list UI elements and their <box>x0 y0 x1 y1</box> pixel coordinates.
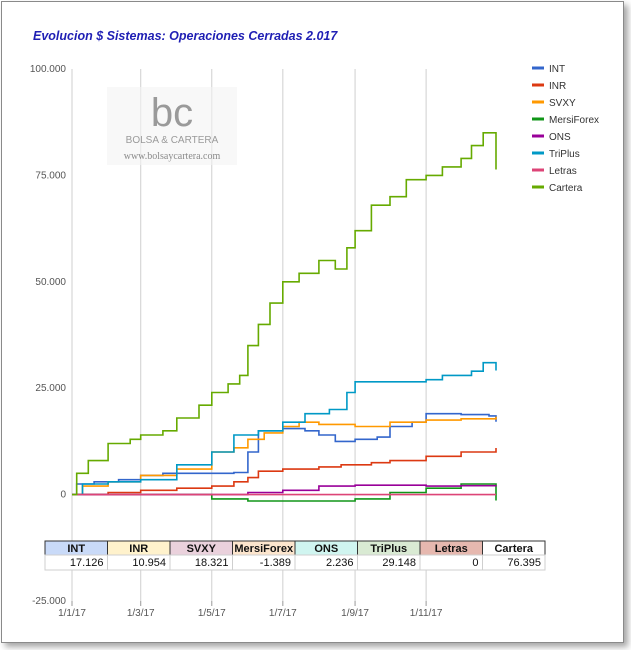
legend-label: ONS <box>549 132 571 143</box>
x-axis-ticks: 1/1/17 1/3/17 1/5/17 1/7/17 1/9/17 1/11/17 <box>58 608 443 619</box>
table-value: 10.954 <box>132 557 166 569</box>
watermark-url: www.bolsaycartera.com <box>124 151 221 162</box>
table-header-label: INR <box>129 543 148 555</box>
table-header-label: ONS <box>314 543 338 555</box>
chart-frame <box>1 1 624 643</box>
chart-title: Evolucion $ Sistemas: Operaciones Cerrad… <box>33 29 338 43</box>
table-value: 0 <box>472 557 478 569</box>
legend-label: SVXY <box>549 98 576 109</box>
x-tick-label: 1/11/17 <box>410 608 443 619</box>
table-header-label: MersiForex <box>234 543 294 555</box>
x-tick-label: 1/9/17 <box>341 608 369 619</box>
y-tick-label: 0 <box>60 490 66 501</box>
y-tick-label: 50.000 <box>35 277 66 288</box>
table-header-label: TriPlus <box>370 543 407 555</box>
legend-label: MersiForex <box>549 115 599 126</box>
x-tick-label: 1/7/17 <box>269 608 297 619</box>
table-value: 76.395 <box>507 557 541 569</box>
table-value-cell <box>482 554 546 571</box>
watermark-logo: bc <box>151 91 193 135</box>
table-value: -1.389 <box>260 557 291 569</box>
table-value: 29.148 <box>382 557 416 569</box>
legend-label: INT <box>549 64 565 75</box>
series-lines <box>72 132 497 502</box>
watermark: bc BOLSA & CARTERA www.bolsaycartera.com <box>107 87 237 165</box>
x-tick-label: 1/5/17 <box>198 608 226 619</box>
x-tick-label: 1/1/17 <box>58 608 86 619</box>
x-tick-label: 1/3/17 <box>127 608 155 619</box>
legend-label: Cartera <box>549 183 583 194</box>
table-header-label: Letras <box>435 543 468 555</box>
legend-label: TriPlus <box>549 149 580 160</box>
series-line-inr <box>72 448 497 496</box>
series-line-cartera <box>72 132 497 496</box>
y-tick-label: 25.000 <box>35 383 66 394</box>
table-value: 18.321 <box>195 557 229 569</box>
legend: INT INR SVXY MersiForex ONS TriPlus Letras Cart… <box>532 64 599 194</box>
legend-label: INR <box>549 81 566 92</box>
final-values-table: INT 17.126 INR 10.954 SVXY 18.321 MersiForex -1… <box>44 540 546 571</box>
table-header-label: SVXY <box>187 543 217 555</box>
table-value: 2.236 <box>326 557 354 569</box>
table-value: 17.126 <box>70 557 104 569</box>
y-tick-label: 100.000 <box>30 64 67 75</box>
y-tick-label: -25.000 <box>32 596 66 607</box>
y-tick-label: 75.000 <box>35 170 66 181</box>
table-header-label: Cartera <box>494 543 533 555</box>
table-header-label: INT <box>67 543 85 555</box>
watermark-box <box>107 87 237 165</box>
watermark-name: BOLSA & CARTERA <box>126 135 219 146</box>
y-axis-ticks: 100.000 75.000 50.000 25.000 0 -25.000 <box>30 64 67 607</box>
series-line-triplus <box>72 361 497 496</box>
legend-label: Letras <box>549 166 577 177</box>
